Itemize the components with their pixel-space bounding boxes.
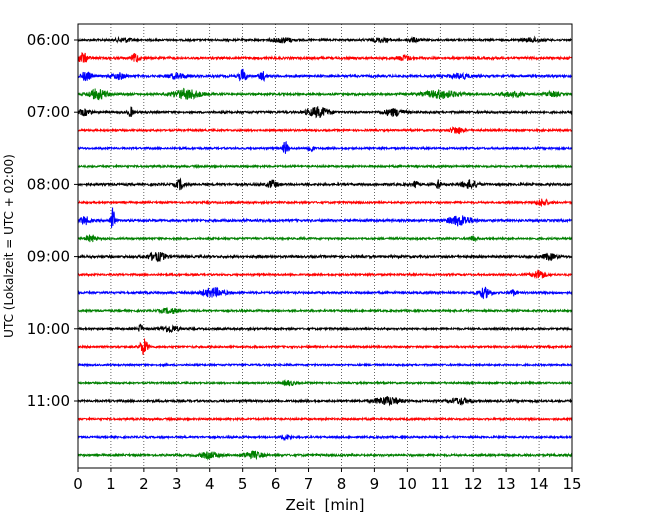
- x-tick-label: 10: [398, 475, 417, 493]
- trace-line: [77, 234, 573, 243]
- trace-line: [77, 198, 573, 208]
- y-tick-label: 09:00: [27, 248, 70, 266]
- x-tick-label: 15: [562, 475, 581, 493]
- trace-line: [77, 416, 573, 422]
- grid-lines: [110, 24, 540, 468]
- x-tick-label: 1: [106, 475, 116, 493]
- x-tick-label: 2: [139, 475, 149, 493]
- y-tick-label: 07:00: [27, 103, 70, 121]
- y-axis-label: UTC (Lokalzeit = UTC + 02:00): [2, 154, 16, 338]
- trace-line: [77, 51, 573, 63]
- trace-line: [77, 177, 573, 191]
- trace-line: [77, 362, 573, 368]
- trace-line: [77, 87, 573, 101]
- x-axis-label: Zeit [min]: [285, 496, 364, 514]
- trace-line: [77, 450, 573, 461]
- trace-line: [77, 323, 573, 334]
- y-tick-label: 06:00: [27, 31, 70, 49]
- trace-line: [77, 338, 573, 355]
- trace-line: [77, 140, 573, 154]
- trace-series: [77, 35, 573, 461]
- trace-line: [77, 286, 573, 300]
- x-tick-label: 4: [205, 475, 215, 493]
- trace-line: [77, 306, 573, 315]
- trace-line: [77, 379, 573, 387]
- x-axis-ticks: 0 1 2 3 4 5 6 7 8 9 10 11 12 13 14 15: [73, 468, 582, 493]
- trace-line: [77, 35, 573, 44]
- x-tick-label: 7: [304, 475, 314, 493]
- x-tick-label: 12: [464, 475, 483, 493]
- trace-line: [77, 251, 573, 263]
- y-axis-ticks: 06:00 07:00 08:00 09:00 10:00 11:00: [27, 31, 78, 410]
- trace-line: [77, 269, 573, 280]
- trace-line: [77, 207, 573, 228]
- x-tick-label: 8: [337, 475, 347, 493]
- x-tick-label: 13: [497, 475, 516, 493]
- x-tick-label: 14: [530, 475, 549, 493]
- y-tick-label: 10:00: [27, 320, 70, 338]
- trace-line: [77, 396, 573, 407]
- x-tick-label: 6: [271, 475, 281, 493]
- trace-line: [77, 106, 573, 119]
- trace-line: [77, 126, 573, 135]
- x-tick-label: 9: [370, 475, 380, 493]
- trace-line: [77, 434, 573, 441]
- trace-line: [77, 163, 573, 170]
- plot-frame: [77, 23, 573, 469]
- trace-line: [77, 68, 573, 82]
- x-tick-label: 11: [431, 475, 450, 493]
- y-tick-label: 11:00: [27, 392, 70, 410]
- x-tick-label: 5: [238, 475, 248, 493]
- x-tick-label: 3: [172, 475, 182, 493]
- x-tick-label: 0: [73, 475, 83, 493]
- y-tick-label: 08:00: [27, 175, 70, 193]
